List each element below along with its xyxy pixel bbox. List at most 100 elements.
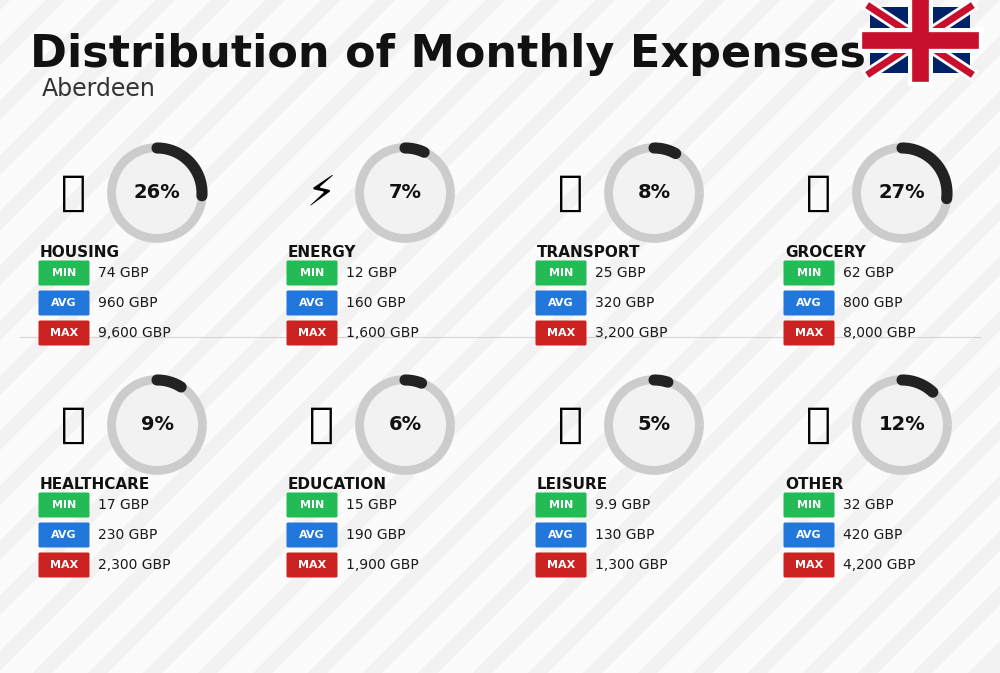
Text: Distribution of Monthly Expenses: Distribution of Monthly Expenses	[30, 33, 866, 76]
Text: 🩺: 🩺	[60, 404, 86, 446]
Text: 3,200 GBP: 3,200 GBP	[595, 326, 668, 340]
Text: MAX: MAX	[795, 328, 823, 338]
Text: OTHER: OTHER	[785, 477, 843, 492]
FancyBboxPatch shape	[38, 320, 90, 345]
Text: MIN: MIN	[52, 500, 76, 510]
FancyBboxPatch shape	[287, 260, 338, 285]
Text: 9.9 GBP: 9.9 GBP	[595, 498, 650, 512]
FancyBboxPatch shape	[536, 320, 586, 345]
Text: 74 GBP: 74 GBP	[98, 266, 149, 280]
Text: AVG: AVG	[51, 530, 77, 540]
Text: 230 GBP: 230 GBP	[98, 528, 157, 542]
FancyBboxPatch shape	[38, 553, 90, 577]
Text: MIN: MIN	[52, 268, 76, 278]
Bar	[870, 7, 970, 73]
Text: AVG: AVG	[51, 298, 77, 308]
Text: 8,000 GBP: 8,000 GBP	[843, 326, 916, 340]
Text: 9,600 GBP: 9,600 GBP	[98, 326, 171, 340]
Text: AVG: AVG	[548, 298, 574, 308]
Text: 32 GBP: 32 GBP	[843, 498, 894, 512]
Text: 5%: 5%	[637, 415, 671, 435]
FancyBboxPatch shape	[287, 320, 338, 345]
Text: HOUSING: HOUSING	[40, 245, 120, 260]
FancyBboxPatch shape	[536, 522, 586, 548]
Text: MAX: MAX	[547, 560, 575, 570]
Text: MAX: MAX	[50, 328, 78, 338]
Text: 160 GBP: 160 GBP	[346, 296, 406, 310]
FancyBboxPatch shape	[287, 553, 338, 577]
Text: 🎓: 🎓	[308, 404, 334, 446]
FancyBboxPatch shape	[38, 260, 90, 285]
Circle shape	[364, 384, 446, 466]
Text: AVG: AVG	[299, 298, 325, 308]
Text: AVG: AVG	[796, 298, 822, 308]
Text: 9%: 9%	[140, 415, 174, 435]
FancyBboxPatch shape	[536, 291, 586, 316]
Text: MIN: MIN	[300, 268, 324, 278]
Text: 320 GBP: 320 GBP	[595, 296, 654, 310]
Text: 12 GBP: 12 GBP	[346, 266, 397, 280]
Text: 👜: 👜	[806, 404, 830, 446]
Text: 27%: 27%	[879, 184, 925, 203]
Text: 17 GBP: 17 GBP	[98, 498, 149, 512]
FancyBboxPatch shape	[287, 522, 338, 548]
Text: 1,900 GBP: 1,900 GBP	[346, 558, 419, 572]
Text: 2,300 GBP: 2,300 GBP	[98, 558, 170, 572]
Text: 190 GBP: 190 GBP	[346, 528, 406, 542]
FancyBboxPatch shape	[287, 291, 338, 316]
Text: 960 GBP: 960 GBP	[98, 296, 158, 310]
FancyBboxPatch shape	[784, 522, 834, 548]
Text: 🚌: 🚌	[558, 172, 582, 214]
Text: EDUCATION: EDUCATION	[288, 477, 387, 492]
Text: 130 GBP: 130 GBP	[595, 528, 654, 542]
Text: MIN: MIN	[797, 268, 821, 278]
Text: 800 GBP: 800 GBP	[843, 296, 902, 310]
FancyBboxPatch shape	[784, 553, 834, 577]
Text: AVG: AVG	[299, 530, 325, 540]
FancyBboxPatch shape	[784, 291, 834, 316]
Text: ENERGY: ENERGY	[288, 245, 356, 260]
Text: 8%: 8%	[637, 184, 671, 203]
Circle shape	[613, 152, 695, 234]
Circle shape	[861, 384, 943, 466]
FancyBboxPatch shape	[536, 493, 586, 518]
Text: MIN: MIN	[300, 500, 324, 510]
Text: MAX: MAX	[547, 328, 575, 338]
Text: 4,200 GBP: 4,200 GBP	[843, 558, 916, 572]
FancyBboxPatch shape	[38, 493, 90, 518]
Text: 1,300 GBP: 1,300 GBP	[595, 558, 668, 572]
Text: HEALTHCARE: HEALTHCARE	[40, 477, 150, 492]
Text: 🛒: 🛒	[806, 172, 830, 214]
Text: 🛍️: 🛍️	[558, 404, 582, 446]
Text: ⚡: ⚡	[306, 172, 336, 214]
FancyBboxPatch shape	[38, 522, 90, 548]
Circle shape	[613, 384, 695, 466]
Text: MAX: MAX	[50, 560, 78, 570]
Circle shape	[116, 152, 198, 234]
FancyBboxPatch shape	[784, 493, 834, 518]
FancyBboxPatch shape	[536, 553, 586, 577]
FancyBboxPatch shape	[536, 260, 586, 285]
Text: LEISURE: LEISURE	[537, 477, 608, 492]
Text: 7%: 7%	[388, 184, 422, 203]
Text: 15 GBP: 15 GBP	[346, 498, 397, 512]
FancyBboxPatch shape	[784, 260, 834, 285]
FancyBboxPatch shape	[287, 493, 338, 518]
Text: AVG: AVG	[548, 530, 574, 540]
Text: 25 GBP: 25 GBP	[595, 266, 646, 280]
FancyBboxPatch shape	[38, 291, 90, 316]
Circle shape	[364, 152, 446, 234]
Text: 62 GBP: 62 GBP	[843, 266, 894, 280]
Text: 6%: 6%	[388, 415, 422, 435]
Text: Aberdeen: Aberdeen	[42, 77, 156, 101]
Text: MIN: MIN	[797, 500, 821, 510]
Text: MAX: MAX	[298, 328, 326, 338]
Text: MAX: MAX	[795, 560, 823, 570]
Text: 420 GBP: 420 GBP	[843, 528, 902, 542]
Circle shape	[861, 152, 943, 234]
Text: MIN: MIN	[549, 268, 573, 278]
Text: 1,600 GBP: 1,600 GBP	[346, 326, 419, 340]
Text: TRANSPORT: TRANSPORT	[537, 245, 640, 260]
Text: 12%: 12%	[879, 415, 925, 435]
Text: MIN: MIN	[549, 500, 573, 510]
